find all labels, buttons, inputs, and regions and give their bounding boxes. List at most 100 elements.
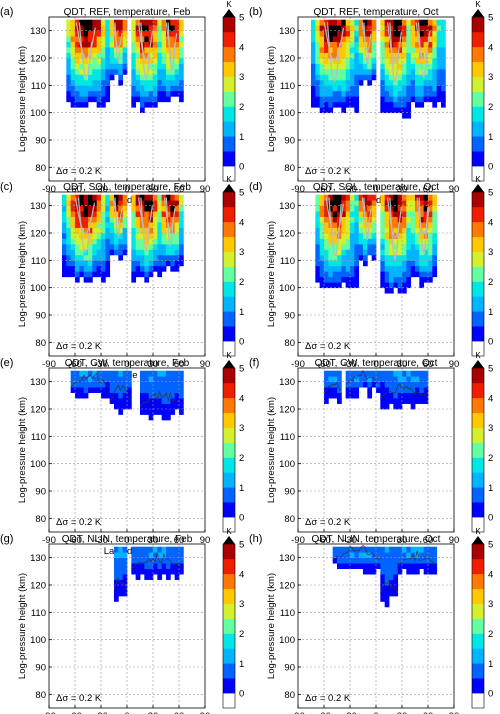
heat-cell: [118, 30, 124, 37]
heat-cell: [179, 381, 184, 388]
heat-cell: [419, 260, 425, 267]
heat-cell: [153, 265, 158, 272]
heat-cell: [83, 205, 89, 212]
heat-cell: [341, 68, 347, 75]
heat-cell: [122, 30, 128, 37]
heat-cell: [122, 370, 128, 377]
heat-cell: [341, 79, 347, 86]
heat-cell: [96, 19, 102, 26]
heat-cell: [135, 265, 141, 272]
heat-cell: [423, 47, 429, 53]
colorbar-tick-label: 5: [239, 540, 244, 551]
heat-cell: [371, 58, 377, 64]
heat-cell: [144, 409, 150, 415]
heat-cell: [135, 216, 141, 223]
heat-cell: [170, 563, 176, 569]
heat-cell: [432, 25, 438, 32]
heat-cell: [389, 249, 394, 256]
y-tick-label: 80: [35, 514, 46, 525]
heat-cell: [131, 205, 137, 212]
heat-cell: [384, 392, 390, 399]
x-tick-label: 60: [174, 711, 185, 714]
heat-cell: [101, 74, 106, 81]
colorbar-segment: [472, 91, 484, 107]
heat-cell: [96, 90, 102, 97]
colorbar-segment: [472, 648, 484, 664]
heat-cell: [88, 41, 93, 48]
heat-cell: [114, 595, 119, 602]
heat-cell: [367, 222, 373, 228]
heat-cell: [389, 107, 394, 114]
heat-cell: [415, 216, 420, 223]
heat-cell: [436, 96, 442, 103]
heat-cell: [315, 265, 321, 272]
heat-cell: [350, 563, 355, 569]
heat-cell: [66, 216, 72, 223]
heat-cell: [118, 243, 124, 250]
heat-cell: [96, 68, 102, 75]
heat-cell: [174, 376, 180, 383]
heat-cell: [432, 552, 438, 559]
heat-cell: [114, 249, 119, 256]
heat-cell: [101, 25, 106, 32]
heat-cell: [324, 47, 329, 53]
heat-cell: [380, 590, 386, 597]
heat-cell: [83, 85, 89, 92]
heat-cell: [148, 238, 154, 245]
heat-cell: [380, 101, 386, 108]
heat-cell: [328, 41, 334, 48]
heat-cell: [350, 101, 355, 108]
heat-cell: [105, 233, 111, 239]
heat-cell: [75, 90, 80, 97]
heat-cell: [88, 211, 93, 217]
heat-cell: [406, 233, 412, 239]
heat-cell: [157, 370, 163, 377]
panel-letter: (e): [0, 357, 13, 369]
heat-cell: [402, 19, 407, 26]
heat-cell: [324, 107, 329, 114]
heat-cell: [75, 265, 80, 272]
heat-cell: [406, 392, 412, 399]
heat-cell: [341, 276, 347, 283]
heat-cell: [311, 25, 316, 32]
heat-cell: [345, 25, 351, 32]
x-tick-label: -90: [42, 711, 56, 714]
heat-cell: [83, 36, 89, 42]
heat-cell: [389, 568, 394, 575]
heat-cell: [393, 19, 399, 26]
heat-cell: [122, 41, 128, 48]
heat-cell: [135, 36, 141, 42]
heat-cell: [127, 381, 132, 388]
heat-cell: [350, 79, 355, 86]
heat-cell: [140, 63, 145, 70]
heat-cell: [419, 249, 425, 256]
heat-cell: [354, 30, 360, 37]
y-tick-label: 120: [30, 229, 46, 240]
heat-cell: [153, 30, 158, 37]
heat-cell: [402, 52, 407, 59]
heat-cell: [410, 271, 416, 278]
heat-cell: [402, 112, 407, 119]
heat-cell: [393, 211, 399, 217]
heat-cell: [328, 370, 334, 377]
panel-letter: (c): [0, 181, 13, 193]
heat-cell: [410, 25, 416, 32]
y-tick-label: 110: [31, 256, 46, 267]
heat-cell: [332, 370, 338, 377]
x-tick-label: 90: [449, 359, 460, 370]
heat-cell: [62, 205, 67, 212]
heat-cell: [432, 211, 438, 217]
heat-cell: [367, 238, 373, 245]
heat-cell: [114, 58, 119, 64]
heat-cell: [105, 370, 111, 377]
heat-cell: [354, 243, 360, 250]
heat-cell: [153, 370, 158, 377]
heat-cell: [118, 563, 124, 569]
heat-cell: [419, 216, 425, 223]
y-tick-label: 120: [279, 405, 295, 416]
heat-cell: [345, 546, 351, 553]
heat-cell: [319, 200, 325, 207]
x-tick-label: -60: [317, 359, 331, 370]
heat-cell: [161, 265, 167, 272]
heat-cell: [441, 52, 446, 59]
